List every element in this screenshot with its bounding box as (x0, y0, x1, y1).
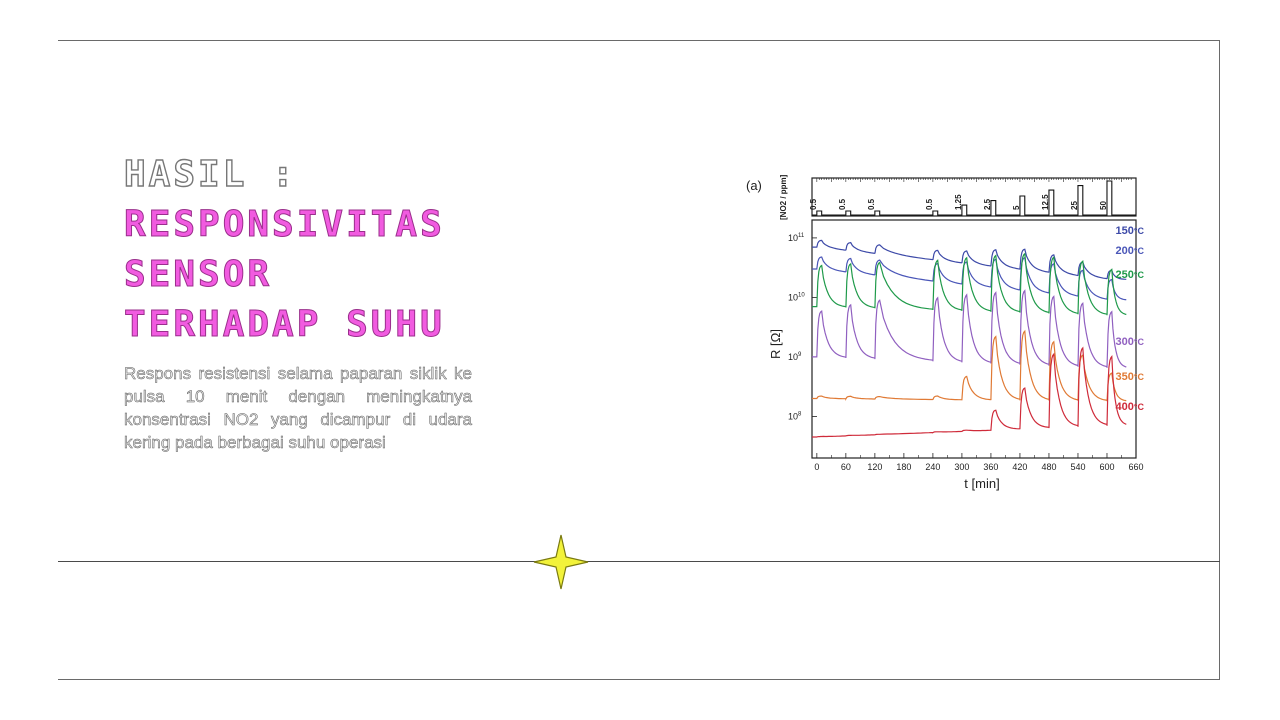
x-tick-label: 300 (954, 462, 969, 472)
body-paragraph: Respons resistensi selama paparan siklik… (124, 364, 473, 453)
pulse-trace (812, 180, 1136, 216)
series-label-250: 250°C (1116, 269, 1145, 281)
slide-title: HASIL : RESPONSIVITAS SENSOR TERHADAP SU… (123, 150, 584, 350)
pulse-label: 1.25 (954, 194, 963, 210)
pulse-axis-label: [NO2 / ppm] (779, 174, 788, 220)
series-line-150 (812, 239, 1127, 280)
title-line-terhadap-suhu: TERHADAP SUHU (124, 304, 445, 346)
title-line-hasil: HASIL : (123, 153, 297, 195)
pulse-label: 0.5 (838, 198, 847, 210)
pulse-label: 2.5 (983, 198, 992, 210)
y-axis-title: R [Ω] (768, 329, 783, 359)
pulse-label: 0.5 (867, 198, 876, 210)
panel-label: (a) (746, 178, 762, 193)
y-tick-label: 108 (788, 411, 802, 421)
pulse-panel: [NO2 / ppm] 0.5 0.5 0.5 0.5 1.25 2.5 5 12.5 25 50 (779, 174, 1137, 220)
series-label-350: 350°C (1116, 371, 1145, 383)
pulse-label: 25 (1070, 201, 1079, 210)
series-label-300: 300°C (1116, 336, 1145, 348)
pulse-label: 50 (1099, 201, 1108, 210)
frame-top-line (58, 40, 1220, 41)
resistance-panel: 0 60 120 180 240 300 360 420 480 540 600 660 t [min]… (768, 219, 1144, 491)
frame-right-line (1219, 40, 1220, 680)
y-tick-label: 1011 (788, 233, 805, 243)
series-label-150: 150°C (1116, 225, 1145, 237)
x-tick-label: 600 (1099, 462, 1114, 472)
title-line-responsivitas: RESPONSIVITAS (124, 204, 445, 246)
x-tick-label: 540 (1070, 462, 1085, 472)
x-axis-title: t [min] (964, 476, 999, 491)
x-tick-label: 480 (1041, 462, 1056, 472)
x-tick-label: 60 (841, 462, 851, 472)
pulse-label: 0.5 (809, 198, 818, 210)
y-tick-label: 109 (788, 352, 802, 362)
series-label-200: 200°C (1116, 245, 1145, 257)
pulse-label: 5 (1012, 205, 1021, 210)
pulse-label: 12.5 (1041, 194, 1050, 210)
x-tick-label: 420 (1012, 462, 1027, 472)
pulse-label: 0.5 (925, 198, 934, 210)
series-line-300 (812, 289, 1127, 368)
x-tick-label: 120 (867, 462, 882, 472)
title-line-sensor: SENSOR (124, 254, 273, 296)
x-tick-label: 360 (983, 462, 998, 472)
series-line-250 (812, 252, 1127, 316)
x-tick-label: 180 (896, 462, 911, 472)
frame-middle-line (58, 561, 1220, 562)
frame-bottom-line (58, 679, 1220, 680)
pulse-panel-frame (811, 177, 1137, 217)
resistance-panel-frame (811, 219, 1137, 459)
no2-response-chart: [NO2 / ppm] 0.5 0.5 0.5 0.5 1.25 2.5 5 12.5 25 50 … (746, 174, 1145, 491)
series-label-400: 400°C (1116, 401, 1145, 413)
x-tick-label: 240 (925, 462, 940, 472)
sparkle-icon (533, 534, 589, 590)
series-line-400 (812, 346, 1127, 438)
x-tick-label: 0 (814, 462, 819, 472)
x-tick-label: 660 (1128, 462, 1143, 472)
y-tick-label: 1010 (788, 292, 805, 302)
